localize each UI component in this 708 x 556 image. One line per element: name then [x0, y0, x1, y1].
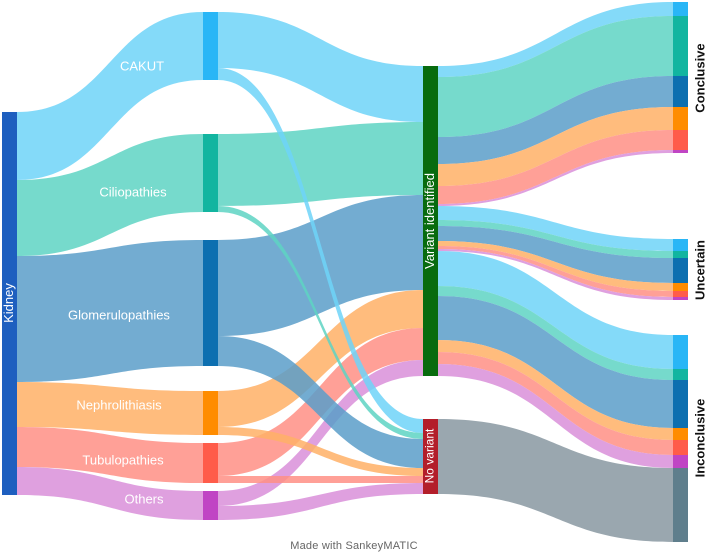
flow-kidney-tubulopathies	[17, 427, 203, 483]
label-uncertain: Uncertain	[692, 240, 707, 300]
label-conclusive: Conclusive	[692, 43, 707, 112]
label-cakut: CAKUT	[120, 58, 164, 73]
outcome-segment-tubulopathies	[673, 130, 688, 150]
outcome-segment-glomerulopathies	[673, 258, 688, 283]
outcome-segment-ciliopathies	[673, 369, 688, 380]
label-inconclusive: Inconclusive	[692, 399, 707, 478]
flow-cakut-no-variant	[218, 68, 423, 433]
outcome-segment-tubulopathies	[673, 440, 688, 455]
flow-kidney-others	[17, 467, 203, 520]
node-no-variant	[423, 419, 438, 494]
flow-kidney-ciliopathies	[17, 134, 203, 256]
flow-ciliopathies-variant-identified	[218, 122, 423, 206]
flow-cakut-conclusive	[438, 2, 673, 77]
flow-tubulopathies-inconclusive	[438, 352, 673, 455]
label-kidney: Kidney	[1, 283, 16, 323]
flow-glomerulopathies-inconclusive	[438, 296, 673, 428]
outcome-segment-nephrolithiasis	[673, 428, 688, 440]
credit-text: Made with SankeyMATIC	[290, 540, 418, 552]
outcome-segment-no-variant	[673, 468, 688, 542]
label-no-variant: No variant	[423, 428, 437, 483]
node-nephrolithiasis	[203, 391, 218, 435]
flow-nephrolithiasis-variant-identified	[218, 290, 423, 427]
outcome-segment-cakut	[673, 239, 688, 251]
flow-kidney-nephrolithiasis	[17, 382, 203, 435]
label-variant-identified: Variant identified	[422, 173, 437, 269]
outcome-segment-cakut	[673, 335, 688, 369]
label-others: Others	[124, 491, 164, 506]
flow-nephrolithiasis-inconclusive	[438, 340, 673, 440]
flow-others-inconclusive	[438, 364, 673, 468]
outcome-segment-nephrolithiasis	[673, 283, 688, 291]
flow-tubulopathies-conclusive	[438, 130, 673, 204]
outcome-segment-others	[673, 297, 688, 300]
flow-cakut-variant-identified	[218, 12, 423, 122]
node-others	[203, 491, 218, 520]
outcome-segment-cakut	[673, 2, 688, 16]
node-glomerulopathies	[203, 240, 218, 366]
flow-ciliopathies-inconclusive	[438, 286, 673, 380]
flow-nephrolithiasis-conclusive	[438, 107, 673, 186]
outcome-segment-glomerulopathies	[673, 380, 688, 428]
node-kidney	[2, 112, 17, 495]
flow-kidney-glomerulopathies	[17, 240, 203, 382]
flow-cakut-uncertain	[438, 206, 673, 251]
label-nephrolithiasis: Nephrolithiasis	[76, 397, 162, 412]
label-tubulopathies: Tubulopathies	[82, 452, 164, 467]
flow-others-no-variant	[218, 483, 423, 520]
outcome-segment-others	[673, 150, 688, 153]
node-cakut	[203, 12, 218, 80]
flow-glomerulopathies-uncertain	[438, 226, 673, 283]
flow-others-variant-identified	[218, 360, 423, 506]
flow-glomerulopathies-variant-identified	[218, 195, 423, 336]
flow-nephrolithiasis-uncertain	[438, 241, 673, 291]
flow-glomerulopathies-conclusive	[438, 76, 673, 164]
outcome-segment-ciliopathies	[673, 16, 688, 76]
flow-ciliopathies-no-variant	[218, 206, 423, 439]
flow-ciliopathies-conclusive	[438, 16, 673, 137]
node-variant-identified	[423, 66, 438, 376]
flow-others-uncertain	[438, 249, 673, 300]
label-ciliopathies: Ciliopathies	[99, 184, 167, 199]
flow-ciliopathies-uncertain	[438, 220, 673, 258]
flow-cakut-inconclusive	[438, 251, 673, 369]
label-glomerulopathies: Glomerulopathies	[68, 307, 170, 322]
flow-glomerulopathies-no-variant	[218, 336, 423, 468]
node-ciliopathies	[203, 134, 218, 212]
flow-no-variant-inconclusive	[438, 419, 673, 542]
flow-others-conclusive	[438, 150, 673, 206]
flow-kidney-cakut	[17, 12, 203, 180]
outcome-segment-nephrolithiasis	[673, 107, 688, 130]
outcome-segment-glomerulopathies	[673, 76, 688, 107]
flow-tubulopathies-no-variant	[218, 476, 423, 483]
outcome-segment-ciliopathies	[673, 251, 688, 258]
flow-nephrolithiasis-no-variant	[218, 427, 423, 476]
outcome-segment-others	[673, 455, 688, 468]
node-tubulopathies	[203, 443, 218, 483]
flow-tubulopathies-uncertain	[438, 246, 673, 297]
outcome-segment-tubulopathies	[673, 291, 688, 297]
